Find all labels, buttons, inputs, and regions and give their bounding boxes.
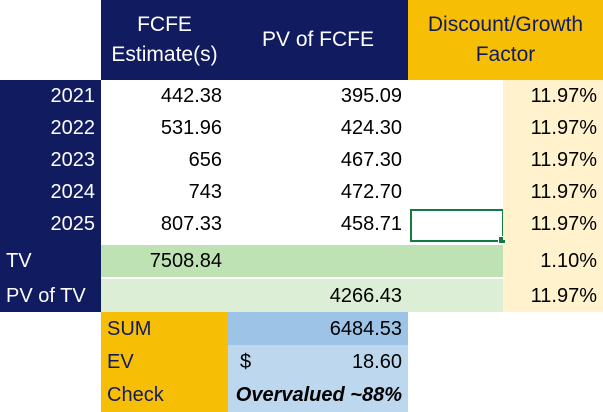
factor-cell-2023[interactable]: 11.97% [503, 144, 603, 176]
header-pv-label: PV of FCFE [261, 28, 375, 51]
fill-handle[interactable] [498, 236, 506, 244]
pv-cell-2023[interactable]: 467.30 [340, 149, 402, 171]
pv-cell-2021[interactable]: 395.09 [340, 85, 402, 107]
factor-cell-2021[interactable]: 11.97% [503, 80, 603, 112]
sum-label[interactable]: SUM [101, 312, 228, 345]
row-label-2021[interactable]: 2021 [0, 80, 101, 112]
fcfe-cell-2024[interactable]: 743 [188, 181, 222, 203]
fcfe-cell-2025[interactable]: 807.33 [160, 213, 222, 235]
pv-of-tv-value-cell[interactable]: 4266.43 [228, 279, 408, 312]
factor-cell-2025[interactable]: 11.97% [503, 208, 603, 240]
header-factor-line2: Factor [475, 43, 536, 66]
fcfe-cell-2023[interactable]: 656 [188, 149, 222, 171]
pv-of-tv-fill-cell[interactable] [101, 279, 228, 312]
check-value-cell[interactable]: Overvalued ~88% [228, 378, 408, 412]
pv-cell-2025[interactable]: 458.71 [340, 213, 402, 235]
header-fcfe-estimates[interactable]: FCFE Estimate(s) [101, 0, 228, 80]
selected-cell[interactable] [410, 209, 506, 244]
row-label-2023[interactable]: 2023 [0, 144, 101, 176]
fcfe-cell-2021[interactable]: 442.38 [160, 85, 222, 107]
header-factor-line1: Discount/Growth [427, 13, 584, 36]
sum-value-cell[interactable]: 6484.53 [228, 312, 408, 345]
header-fcfe-line2: Estimate(s) [111, 43, 218, 66]
fcfe-cell-2022[interactable]: 531.96 [160, 117, 222, 139]
check-label[interactable]: Check [101, 378, 228, 412]
tv-factor-cell[interactable]: 1.10% [503, 245, 603, 277]
tv-fcfe-cell[interactable]: 7508.84 [101, 245, 228, 277]
pv-cell-2022[interactable]: 424.30 [340, 117, 402, 139]
row-label-2024[interactable]: 2024 [0, 176, 101, 208]
pv-cell-2024[interactable]: 472.70 [340, 181, 402, 203]
header-discount-growth-factor[interactable]: Discount/Growth Factor [408, 0, 603, 80]
pv-of-tv-fill-cell-2[interactable] [408, 279, 503, 312]
header-fcfe-line1: FCFE [137, 13, 192, 36]
ev-label[interactable]: EV [101, 345, 228, 378]
pv-of-tv-factor-cell[interactable]: 11.97% [503, 279, 603, 312]
row-label-2025[interactable]: 2025 [0, 208, 101, 240]
factor-cell-2024[interactable]: 11.97% [503, 176, 603, 208]
row-label-tv[interactable]: TV [0, 245, 101, 277]
tv-fill-cell[interactable] [228, 245, 503, 277]
factor-cell-2022[interactable]: 11.97% [503, 112, 603, 144]
ev-value-cell[interactable]: $ 18.60 [228, 345, 408, 378]
header-pv-of-fcfe[interactable]: PV of FCFE [228, 0, 408, 80]
row-label-pv-of-tv[interactable]: PV of TV [0, 279, 101, 312]
ev-currency-symbol: $ [240, 351, 252, 373]
row-label-2022[interactable]: 2022 [0, 112, 101, 144]
ev-value: 18.60 [351, 351, 402, 373]
